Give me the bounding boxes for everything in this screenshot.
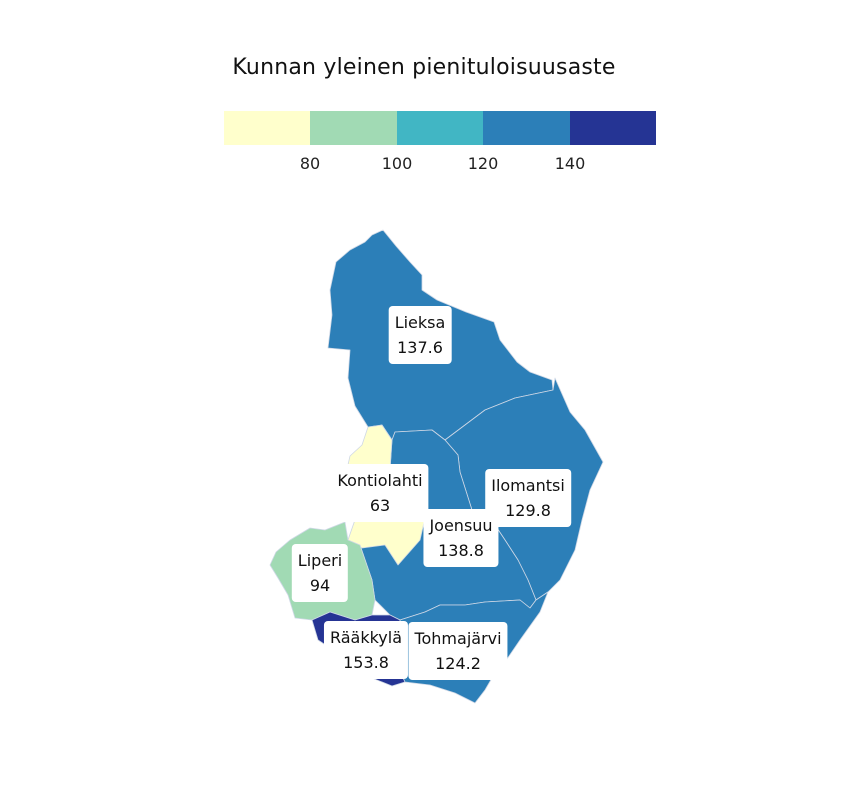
map-label-raakkyla: Rääkkylä 153.8 bbox=[323, 621, 409, 679]
legend-ticks: 80 100 120 140 bbox=[224, 154, 656, 176]
region-value: 63 bbox=[369, 496, 391, 515]
legend-tick: 100 bbox=[381, 154, 413, 173]
legend-tick: 120 bbox=[467, 154, 499, 173]
legend-bin-4 bbox=[483, 111, 570, 145]
legend-bin-3 bbox=[396, 111, 484, 145]
region-name: Liperi bbox=[297, 551, 343, 570]
legend-tick: 140 bbox=[554, 154, 586, 173]
map-label-joensuu: Joensuu 138.8 bbox=[423, 509, 499, 567]
region-name: Tohmajärvi bbox=[414, 629, 502, 648]
region-value: 137.6 bbox=[397, 338, 443, 357]
map-label-liperi: Liperi 94 bbox=[291, 544, 349, 602]
region-value: 94 bbox=[309, 576, 331, 595]
region-name: Ilomantsi bbox=[491, 476, 565, 495]
region-value: 138.8 bbox=[438, 541, 484, 560]
legend-bin-1 bbox=[224, 111, 311, 145]
legend-bin-5 bbox=[569, 111, 657, 145]
map-label-tohmajarvi: Tohmajärvi 124.2 bbox=[408, 622, 508, 680]
map-label-lieksa: Lieksa 137.6 bbox=[388, 306, 452, 364]
region-value: 129.8 bbox=[505, 501, 551, 520]
region-name: Joensuu bbox=[429, 516, 493, 535]
map-label-kontiolahti: Kontiolahti 63 bbox=[331, 464, 429, 522]
map-title: Kunnan yleinen pienituloisuusaste bbox=[232, 55, 616, 80]
region-value: 124.2 bbox=[435, 654, 481, 673]
region-name: Rääkkylä bbox=[329, 628, 403, 647]
legend-bin-2 bbox=[310, 111, 397, 145]
color-legend bbox=[224, 111, 657, 145]
region-name: Lieksa bbox=[394, 313, 446, 332]
region-value: 153.8 bbox=[343, 653, 389, 672]
region-name: Kontiolahti bbox=[337, 471, 423, 490]
legend-tick: 80 bbox=[299, 154, 321, 173]
map-label-ilomantsi: Ilomantsi 129.8 bbox=[485, 469, 571, 527]
